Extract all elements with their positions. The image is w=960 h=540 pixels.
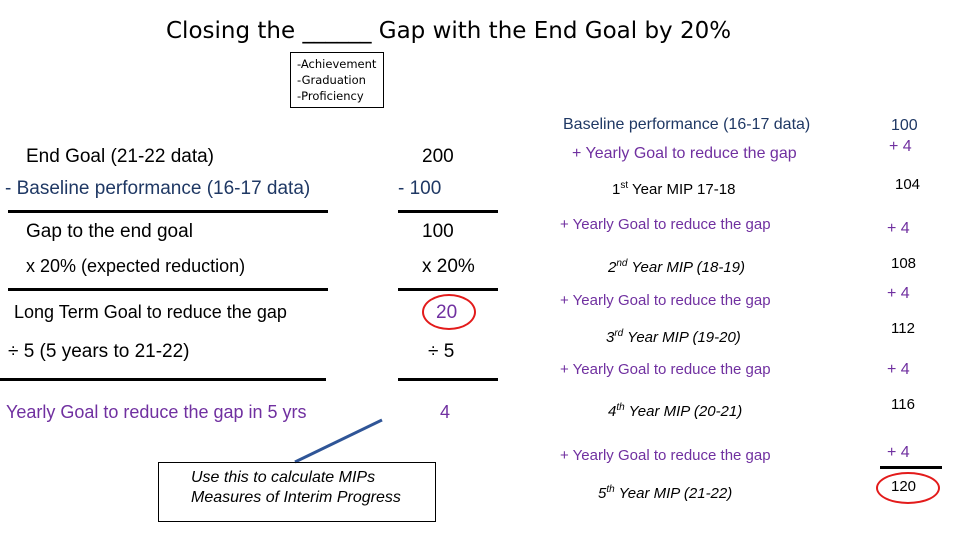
reduction-value: x 20% — [422, 256, 475, 277]
gap-value: 100 — [422, 221, 454, 242]
note-line-2: Measures of Interim Progress — [191, 489, 401, 506]
reduction-label: x 20% (expected reduction) — [26, 256, 246, 276]
mip-2-label: 2nd Year MIP (18-19) — [608, 258, 746, 276]
mip-note-box: Use this to calculate MIPs Measures of I… — [158, 462, 436, 522]
divider-3 — [0, 378, 326, 381]
divider-2-right — [398, 288, 498, 291]
step-3-value: + 4 — [887, 361, 910, 378]
divider-3-right — [398, 378, 498, 381]
mip-5-label: 5th Year MIP (21-22) — [598, 484, 733, 502]
gap-option-graduation: -Graduation — [297, 73, 366, 87]
divide-label: ÷ 5 (5 years to 21-22) — [8, 341, 190, 362]
step-4-value: + 4 — [887, 444, 910, 461]
long-term-value-circle — [422, 294, 476, 330]
step-2-value: + 4 — [887, 285, 910, 302]
step-2-label: + Yearly Goal to reduce the gap — [560, 292, 771, 309]
baseline-value: - 100 — [398, 178, 442, 199]
right-baseline-value: 100 — [891, 117, 918, 134]
step-4-underline — [880, 466, 942, 469]
end-goal-value: 200 — [422, 146, 454, 167]
gap-options-box: -Achievement -Graduation -Proficiency — [290, 52, 384, 108]
step-3-label: + Yearly Goal to reduce the gap — [560, 361, 771, 378]
divider-1 — [8, 210, 328, 213]
long-term-label: Long Term Goal to reduce the gap — [14, 302, 287, 322]
yearly-value: 4 — [440, 402, 451, 422]
mip-4-value: 116 — [891, 396, 915, 413]
note-line-1: Use this to calculate MIPs — [191, 469, 376, 486]
gap-label: Gap to the end goal — [26, 221, 193, 242]
mip-3-label: 3rd Year MIP (19-20) — [606, 328, 741, 346]
end-goal-label: End Goal (21-22 data) — [26, 146, 215, 167]
step-1-label: + Yearly Goal to reduce the gap — [560, 216, 771, 233]
divider-1-right — [398, 210, 498, 213]
divide-value: ÷ 5 — [428, 341, 455, 362]
right-yearly-value: + 4 — [889, 138, 912, 155]
mip-5-value-circle — [876, 472, 940, 504]
gap-option-achievement: -Achievement — [297, 57, 377, 71]
page-title: Closing the ______ Gap with the End Goal… — [166, 18, 732, 44]
mip-2-value: 108 — [891, 255, 917, 272]
mip-3-value: 112 — [891, 320, 915, 337]
right-baseline-label: Baseline performance (16-17 data) — [563, 116, 811, 133]
mip-1-label: 1st Year MIP 17-18 — [612, 180, 736, 198]
mip-4-label: 4th Year MIP (20-21) — [608, 402, 743, 420]
step-4-label: + Yearly Goal to reduce the gap — [560, 447, 771, 464]
step-1-value: + 4 — [887, 220, 910, 237]
divider-2 — [8, 288, 328, 291]
right-yearly-label: + Yearly Goal to reduce the gap — [572, 145, 797, 162]
gap-option-proficiency: -Proficiency — [297, 89, 364, 103]
mip-1-value: 104 — [895, 176, 921, 193]
baseline-label: - Baseline performance (16-17 data) — [5, 178, 311, 199]
yearly-label: Yearly Goal to reduce the gap in 5 yrs — [6, 402, 307, 422]
